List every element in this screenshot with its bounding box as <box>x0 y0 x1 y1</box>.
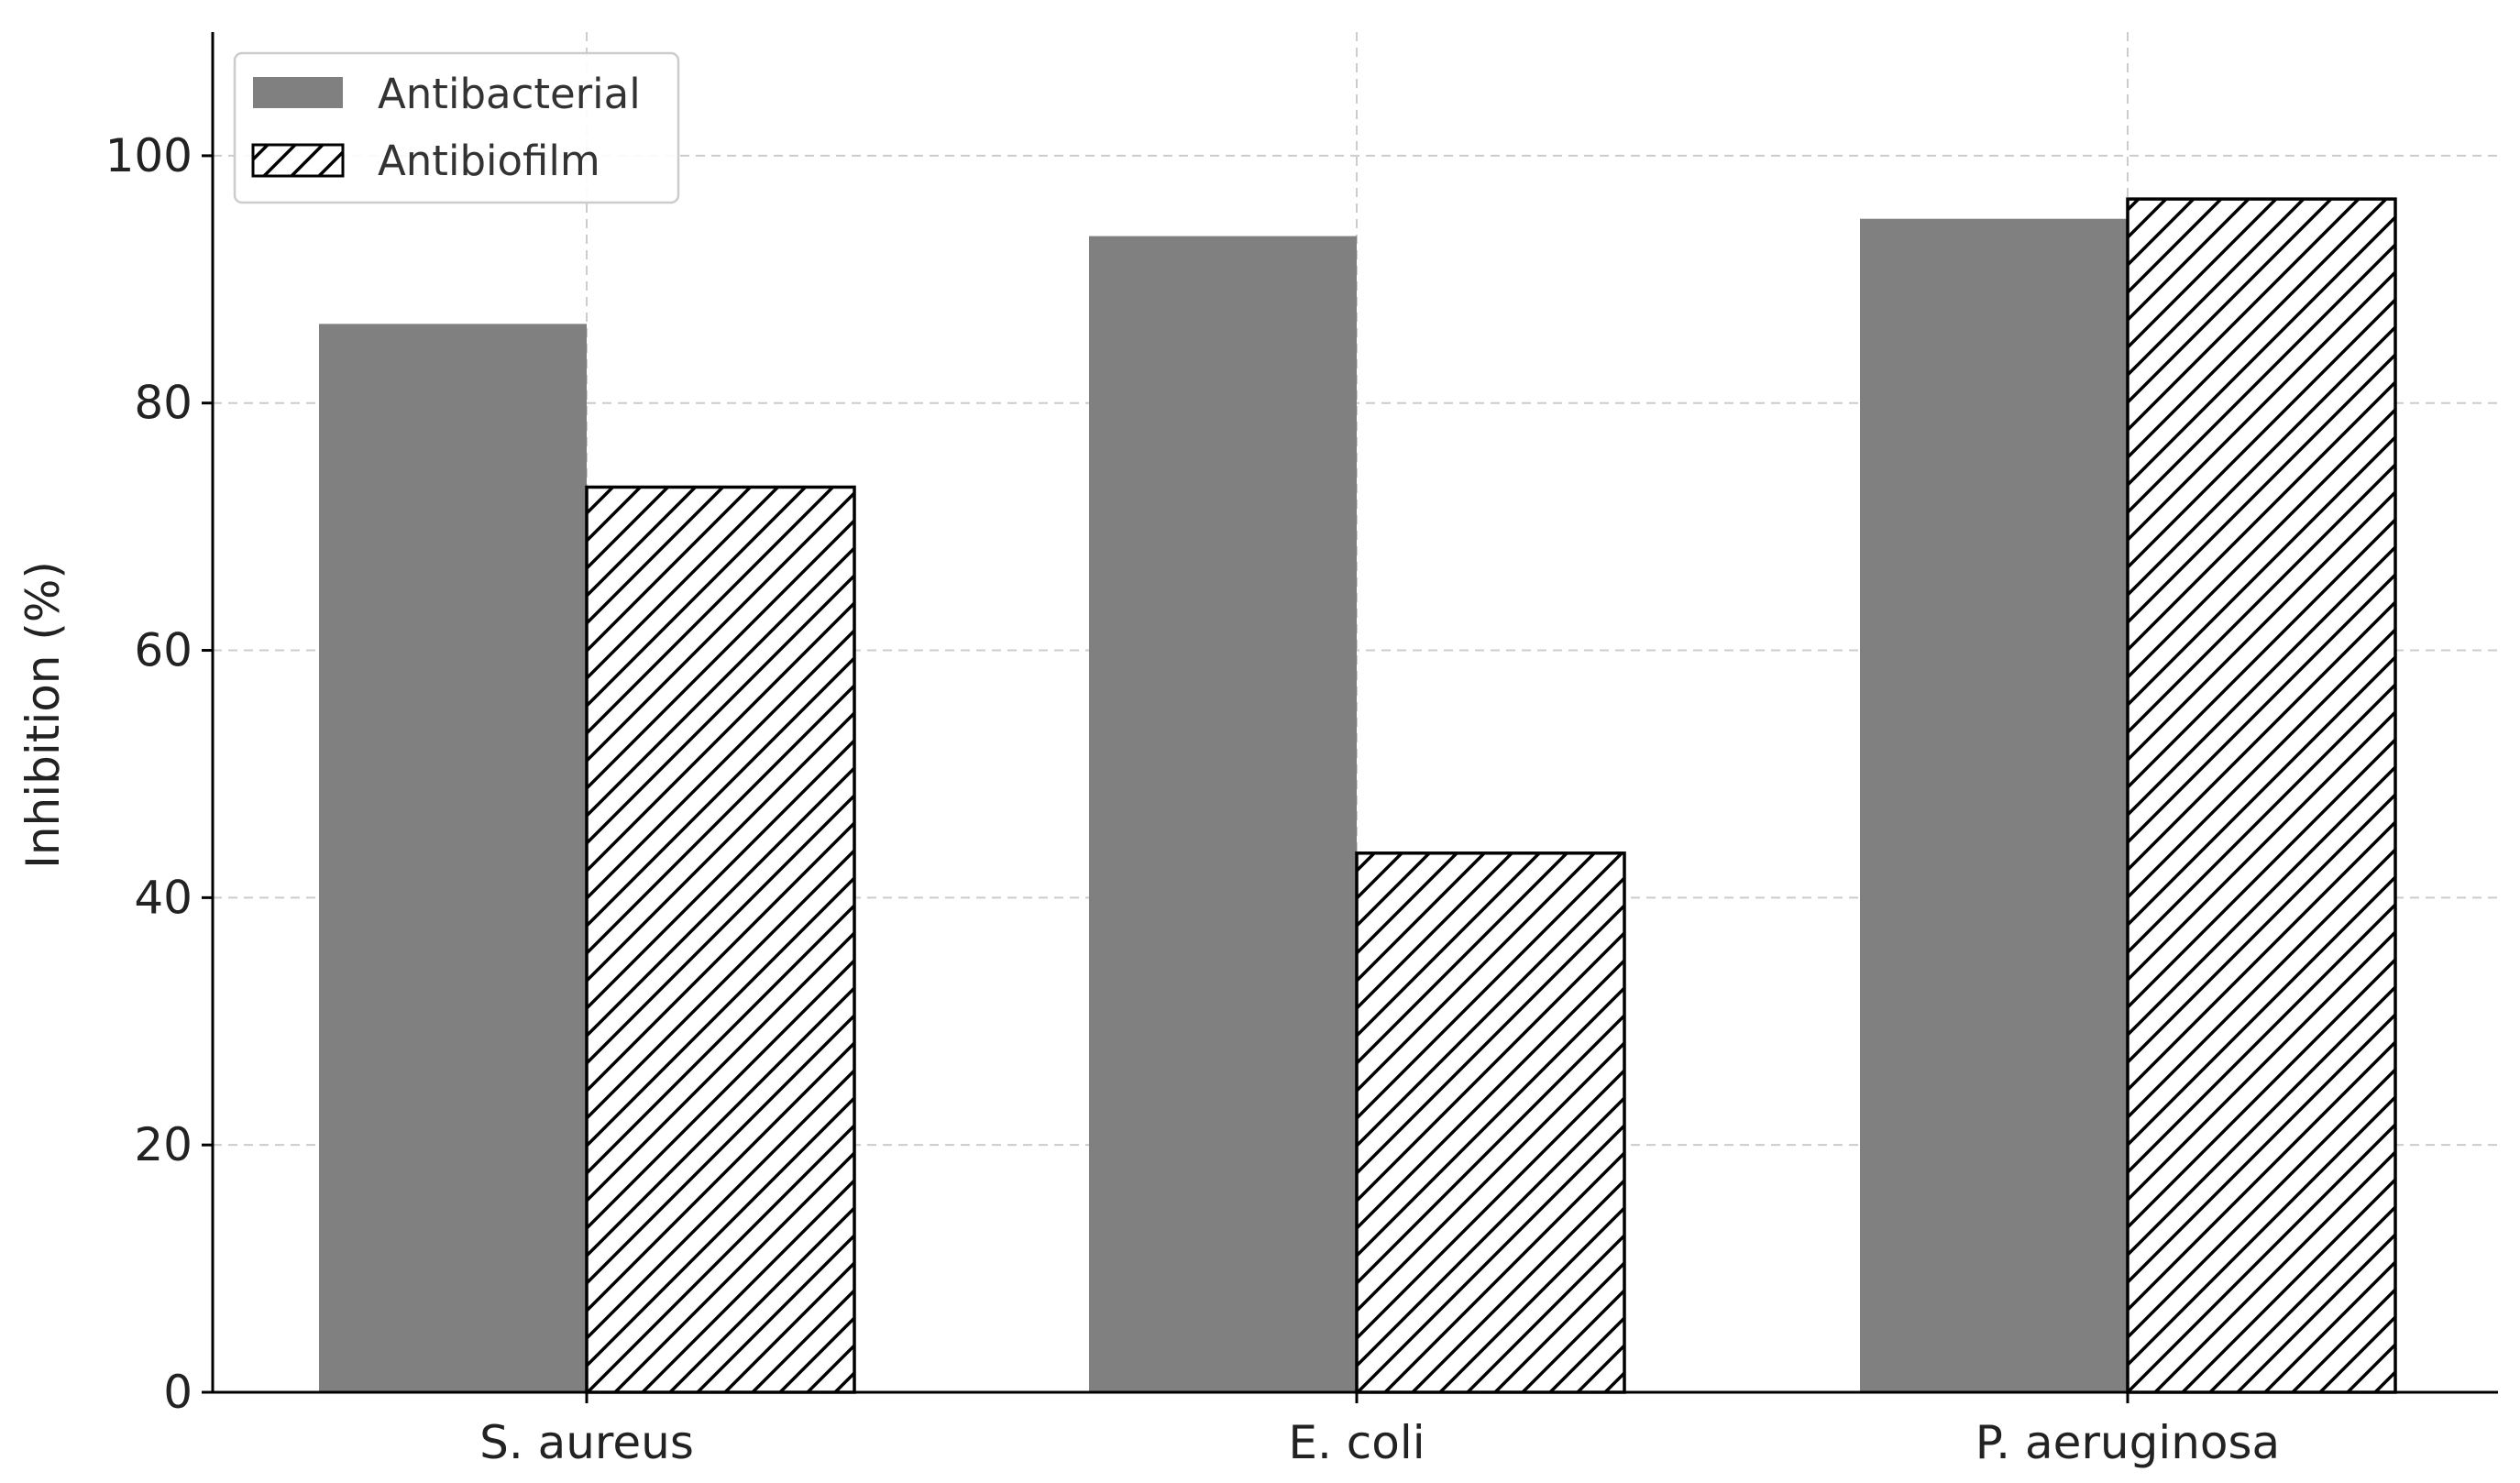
bar-antibacterial-p-aeruginosa <box>1860 218 2128 1392</box>
legend-label-antibacterial: Antibacterial <box>378 70 641 118</box>
bar-antibiofilm-e-coli <box>1355 851 1626 1394</box>
x-tick-label: P. aeruginosa <box>1975 1416 2280 1469</box>
legend: Antibacterial Antibiofilm <box>233 51 680 204</box>
bar-antibiofilm-p-aeruginosa <box>2126 197 2397 1394</box>
legend-swatch-antibiofilm <box>251 143 345 178</box>
y-tick-label: 0 <box>163 1366 193 1419</box>
bar-antibiofilm-s-aureus <box>585 485 856 1394</box>
x-tick-label: E. coli <box>1288 1416 1425 1469</box>
y-tick-label: 80 <box>134 377 193 430</box>
legend-label-antibiofilm: Antibiofilm <box>378 137 600 185</box>
legend-swatch-antibacterial <box>253 77 343 108</box>
bars <box>319 197 2397 1394</box>
y-tick-label: 60 <box>134 624 193 677</box>
y-axis-ticks: 0 20 40 60 80 100 <box>105 129 213 1419</box>
y-axis-title: Inhibition (%) <box>17 561 70 869</box>
legend-frame <box>233 51 680 204</box>
y-tick-label: 40 <box>134 871 193 924</box>
x-tick-label: S. aureus <box>479 1416 694 1469</box>
y-tick-label: 20 <box>134 1118 193 1171</box>
bar-antibacterial-e-coli <box>1089 236 1357 1393</box>
y-tick-label: 100 <box>105 129 193 182</box>
x-axis-ticks: S. aureus E. coli P. aeruginosa <box>479 1392 2280 1469</box>
bar-antibacterial-s-aureus <box>319 324 587 1392</box>
